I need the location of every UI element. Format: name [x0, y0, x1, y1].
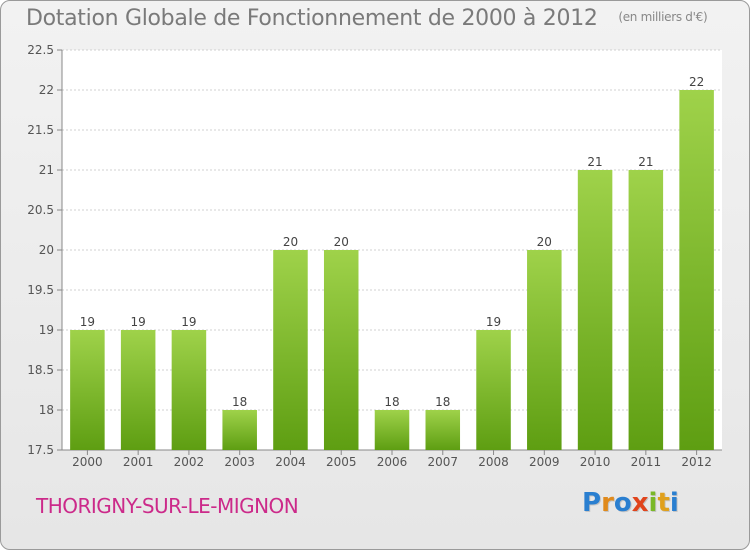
x-tick-label: 2012 [681, 455, 712, 469]
logo-letter: r [601, 488, 614, 518]
bar [476, 330, 511, 450]
x-tick-label: 2002 [174, 455, 205, 469]
logo-letter: P [582, 488, 602, 518]
data-label: 18 [384, 395, 399, 409]
bar [120, 330, 156, 450]
data-label: 21 [587, 155, 602, 169]
bar [222, 410, 257, 450]
bar [425, 410, 461, 450]
city-name: THORIGNY-SUR-LE-MIGNON [36, 494, 299, 518]
bar [171, 330, 207, 450]
chart-subtitle: (en milliers d'€) [618, 10, 708, 24]
y-tick-label: 17.5 [27, 443, 54, 457]
y-tick-label: 21 [39, 163, 54, 177]
bar [273, 250, 308, 450]
chart-title-text: Dotation Globale de Fonctionnement de 20… [26, 6, 598, 31]
x-tick-label: 2003 [224, 455, 255, 469]
logo-letter: o [613, 488, 632, 518]
x-tick-label: 2000 [72, 455, 103, 469]
bar [628, 170, 664, 450]
data-label: 20 [537, 235, 552, 249]
y-tick-label: 18 [39, 403, 54, 417]
data-label: 20 [334, 235, 349, 249]
x-tick-label: 2008 [478, 455, 509, 469]
logo-letter: t [657, 488, 670, 518]
x-tick-label: 2005 [326, 455, 357, 469]
bar [70, 330, 105, 450]
y-tick-label: 18.5 [27, 363, 54, 377]
bar [323, 250, 359, 450]
data-label: 18 [232, 395, 247, 409]
x-tick-label: 2004 [275, 455, 306, 469]
bar [679, 90, 714, 450]
bar [577, 170, 613, 450]
y-tick-label: 20 [39, 243, 54, 257]
data-label: 20 [283, 235, 298, 249]
chart-title: Dotation Globale de Fonctionnement de 20… [26, 6, 708, 31]
data-label: 19 [181, 315, 196, 329]
y-tick-label: 22.5 [27, 43, 54, 57]
data-label: 19 [486, 315, 501, 329]
proxiti-logo[interactable]: Proxiti [582, 488, 679, 518]
y-tick-label: 22 [39, 83, 54, 97]
y-tick-label: 20.5 [27, 203, 54, 217]
x-tick-label: 2006 [377, 455, 408, 469]
data-label: 22 [689, 75, 704, 89]
x-tick-label: 2011 [631, 455, 662, 469]
y-tick-label: 21.5 [27, 123, 54, 137]
x-tick-label: 2001 [123, 455, 154, 469]
bar [374, 410, 410, 450]
x-tick-label: 2007 [427, 455, 458, 469]
y-tick-label: 19 [39, 323, 54, 337]
data-label: 18 [435, 395, 450, 409]
y-tick-label: 19.5 [27, 283, 54, 297]
logo-letter: i [648, 488, 658, 518]
data-label: 19 [131, 315, 146, 329]
logo-letter: x [631, 488, 649, 518]
logo-letter: i [669, 488, 679, 518]
bar [527, 250, 562, 450]
data-label: 19 [80, 315, 95, 329]
data-label: 21 [638, 155, 653, 169]
x-tick-label: 2010 [580, 455, 611, 469]
x-tick-label: 2009 [529, 455, 560, 469]
